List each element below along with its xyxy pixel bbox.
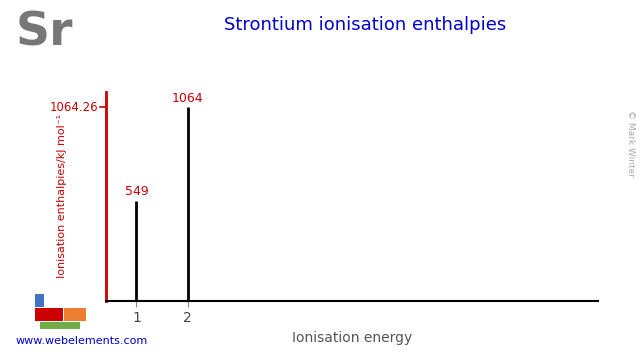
Text: Sr: Sr xyxy=(16,11,74,56)
Bar xyxy=(65,308,86,321)
Y-axis label: Ionisation enthalpies/kJ mol⁻¹: Ionisation enthalpies/kJ mol⁻¹ xyxy=(57,114,67,278)
X-axis label: Ionisation energy: Ionisation energy xyxy=(292,330,412,345)
Text: 1064: 1064 xyxy=(172,92,204,105)
Text: © Mark Winter: © Mark Winter xyxy=(626,111,635,177)
Text: www.webelements.com: www.webelements.com xyxy=(16,336,148,346)
Bar xyxy=(35,294,44,307)
Bar xyxy=(35,308,63,321)
Text: Strontium ionisation enthalpies: Strontium ionisation enthalpies xyxy=(223,16,506,34)
Bar xyxy=(40,322,79,329)
Text: 549: 549 xyxy=(125,185,148,198)
Text: 1064.26: 1064.26 xyxy=(49,101,98,114)
